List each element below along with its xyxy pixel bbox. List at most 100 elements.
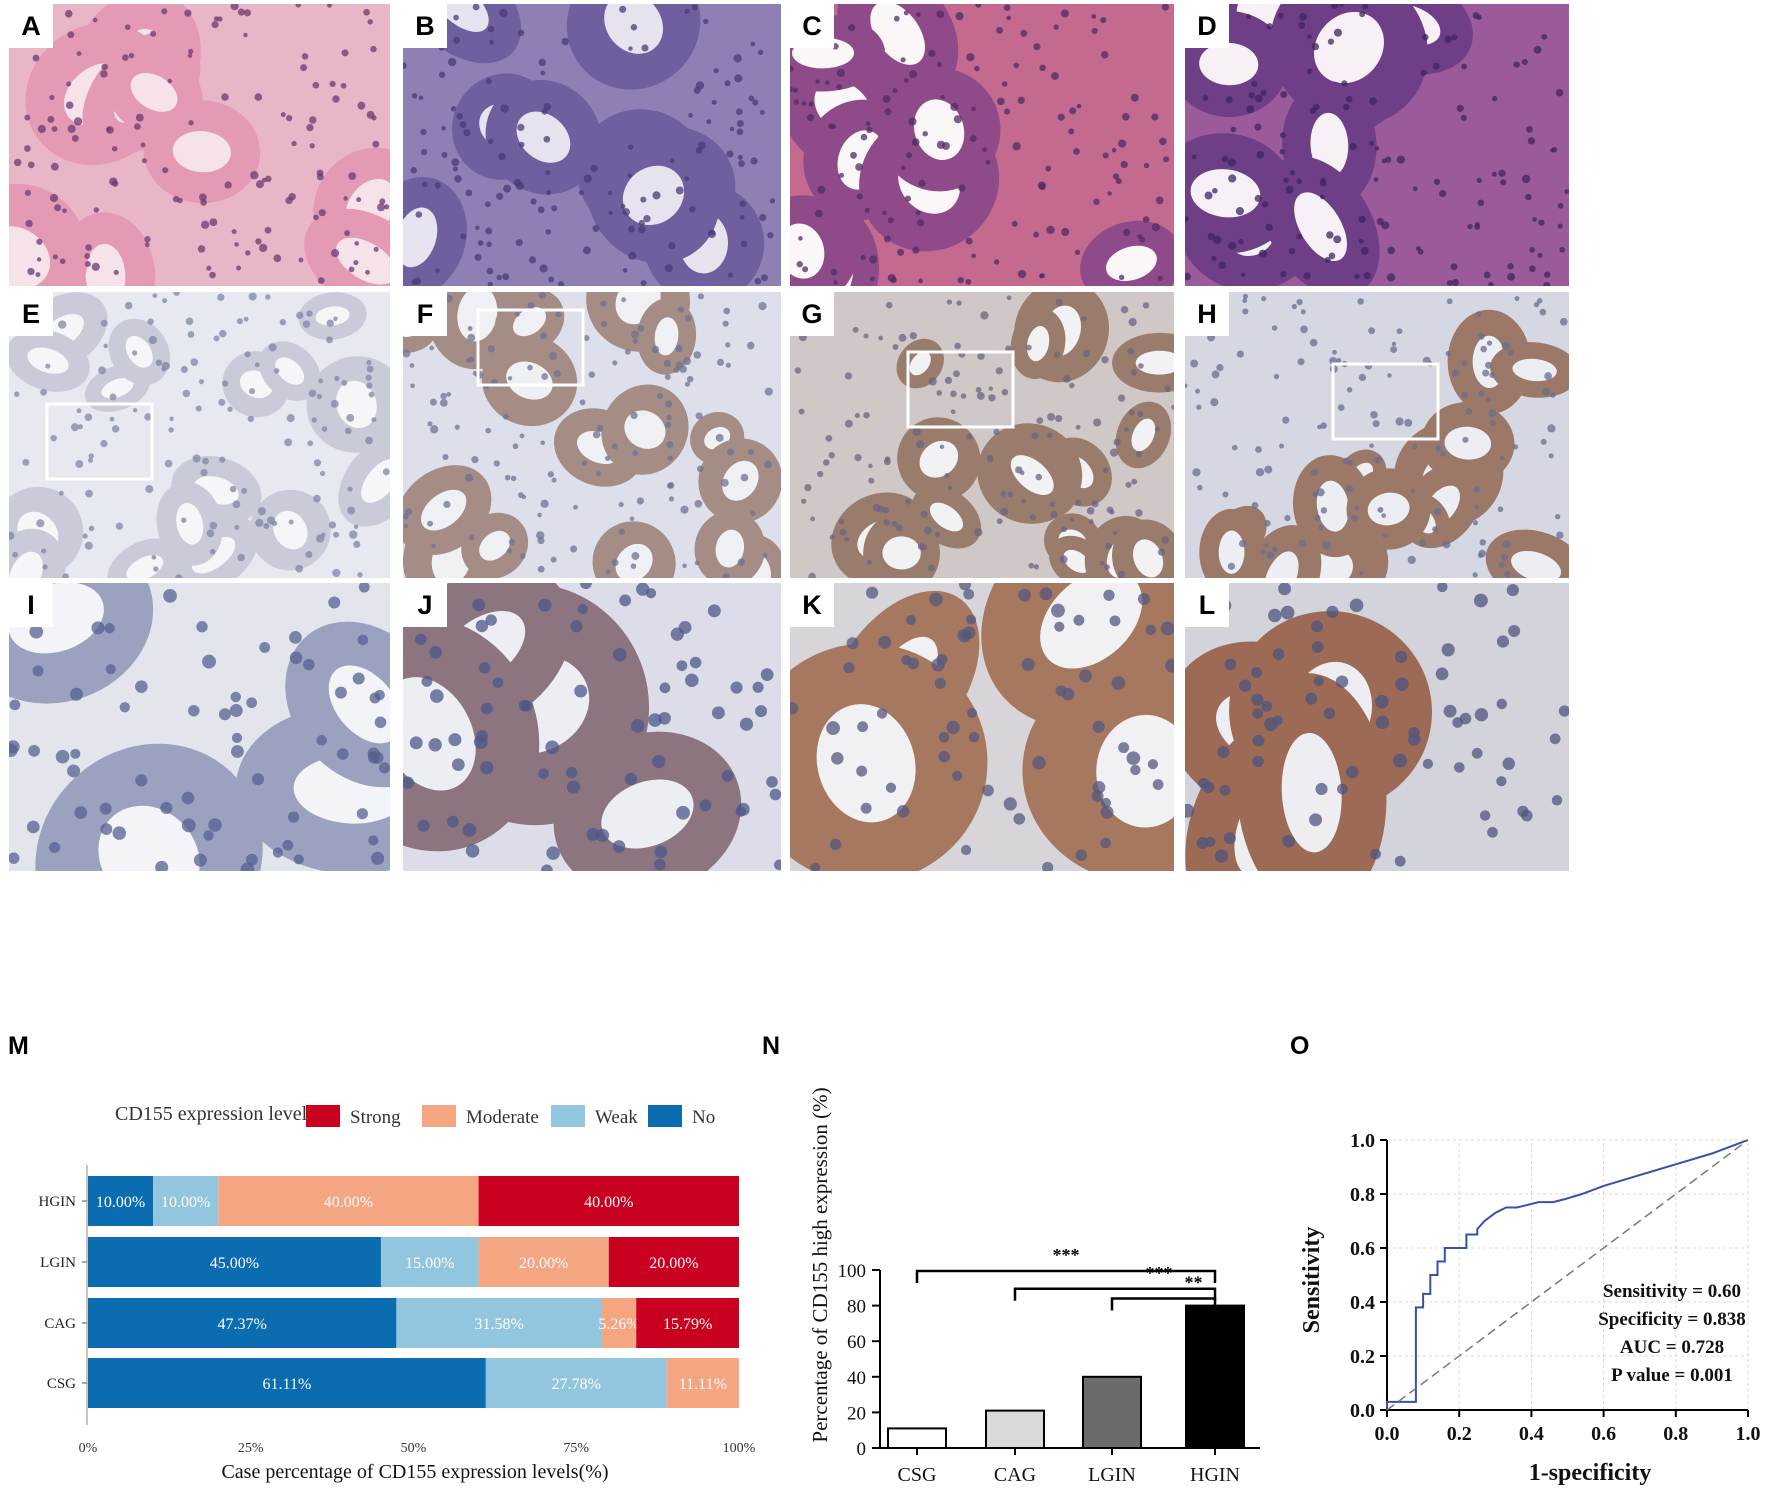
nucleus bbox=[706, 119, 712, 125]
bar-data-label: 15.00% bbox=[405, 1255, 454, 1272]
nucleus bbox=[1061, 227, 1070, 236]
nucleus bbox=[1252, 734, 1265, 747]
nucleus bbox=[829, 838, 842, 851]
nucleus bbox=[439, 398, 448, 407]
nucleus bbox=[128, 52, 135, 59]
nucleus bbox=[836, 84, 843, 90]
nucleus bbox=[1223, 832, 1236, 845]
nucleus bbox=[1497, 506, 1504, 513]
nucleus bbox=[579, 583, 592, 590]
nucleus bbox=[1152, 779, 1164, 790]
nucleus bbox=[1543, 281, 1551, 286]
nucleus bbox=[1185, 216, 1189, 222]
nucleus bbox=[1238, 539, 1247, 548]
micrograph-image bbox=[403, 4, 781, 286]
y-tick-label: 0 bbox=[857, 1439, 867, 1460]
nucleus bbox=[951, 770, 963, 781]
nucleus bbox=[1479, 539, 1487, 546]
nucleus bbox=[1272, 648, 1285, 661]
nucleus bbox=[236, 265, 242, 271]
nucleus bbox=[188, 48, 194, 54]
nucleus bbox=[1013, 62, 1020, 69]
nucleus bbox=[313, 494, 321, 503]
nucleus bbox=[767, 232, 774, 239]
nucleus bbox=[1332, 349, 1337, 355]
nucleus bbox=[715, 433, 724, 442]
nucleus bbox=[996, 518, 1003, 525]
nucleus bbox=[1391, 341, 1397, 347]
nucleus bbox=[882, 94, 891, 103]
nucleus bbox=[1333, 28, 1343, 37]
nucleus bbox=[1068, 128, 1075, 135]
nucleus bbox=[1492, 95, 1498, 102]
nucleus bbox=[135, 113, 144, 122]
nucleus bbox=[92, 17, 98, 23]
nucleus bbox=[1262, 201, 1269, 208]
nucleus bbox=[966, 614, 977, 625]
nucleus bbox=[421, 149, 428, 156]
nucleus bbox=[1407, 555, 1416, 565]
nucleus bbox=[247, 415, 254, 423]
nucleus bbox=[100, 440, 108, 448]
nucleus bbox=[528, 256, 537, 264]
nucleus bbox=[1251, 666, 1262, 678]
nucleus bbox=[959, 583, 972, 591]
roc-annotation: Sensitivity = 0.60 bbox=[1603, 1281, 1741, 1302]
nucleus bbox=[1557, 223, 1563, 229]
nucleus bbox=[1521, 58, 1528, 65]
nucleus bbox=[716, 358, 725, 366]
nucleus bbox=[1483, 271, 1491, 279]
nucleus bbox=[366, 382, 373, 389]
nucleus bbox=[1021, 657, 1035, 671]
nucleus bbox=[1055, 415, 1063, 423]
nucleus bbox=[201, 220, 210, 229]
nucleus bbox=[1506, 583, 1519, 597]
nucleus bbox=[88, 457, 94, 463]
nucleus bbox=[814, 209, 823, 218]
nucleus bbox=[774, 859, 781, 871]
nucleus bbox=[790, 65, 794, 72]
nucleus bbox=[428, 738, 442, 752]
nucleus bbox=[198, 193, 207, 202]
bar-segment bbox=[153, 1176, 219, 1226]
nucleus bbox=[93, 207, 100, 213]
nucleus bbox=[689, 656, 702, 669]
nucleus bbox=[1488, 281, 1494, 286]
nucleus bbox=[663, 359, 671, 368]
nucleus bbox=[1231, 444, 1238, 451]
nucleus bbox=[535, 531, 545, 540]
nucleus bbox=[303, 658, 315, 671]
nucleus bbox=[1311, 641, 1324, 653]
nucleus bbox=[1255, 446, 1262, 453]
nucleus bbox=[1277, 12, 1284, 19]
micrograph-image bbox=[1185, 4, 1569, 286]
nucleus bbox=[628, 46, 633, 51]
nucleus bbox=[231, 745, 244, 758]
nucleus bbox=[1377, 506, 1384, 513]
nucleus bbox=[1118, 742, 1130, 754]
bar-segment bbox=[218, 1176, 479, 1226]
nucleus bbox=[243, 32, 248, 38]
nucleus bbox=[695, 81, 705, 90]
bar-cag bbox=[985, 1409, 1045, 1449]
nucleus bbox=[997, 97, 1005, 106]
gland-lumen bbox=[1264, 551, 1299, 578]
nucleus bbox=[1225, 96, 1233, 104]
nucleus bbox=[766, 776, 778, 788]
nucleus bbox=[517, 123, 525, 132]
nucleus bbox=[217, 16, 223, 22]
nucleus bbox=[1254, 123, 1262, 131]
gland-lumen bbox=[335, 380, 377, 429]
nucleus bbox=[1319, 194, 1325, 200]
nucleus bbox=[13, 158, 22, 167]
nucleus bbox=[1410, 488, 1416, 494]
nucleus bbox=[109, 416, 115, 422]
nucleus bbox=[1311, 620, 1323, 633]
nucleus bbox=[218, 708, 231, 721]
category-label: CAG bbox=[44, 1316, 76, 1332]
gland-lumen bbox=[176, 502, 204, 545]
nucleus bbox=[1420, 69, 1427, 77]
nucleus bbox=[144, 413, 152, 421]
nucleus bbox=[539, 264, 548, 273]
nucleus bbox=[1461, 391, 1469, 399]
